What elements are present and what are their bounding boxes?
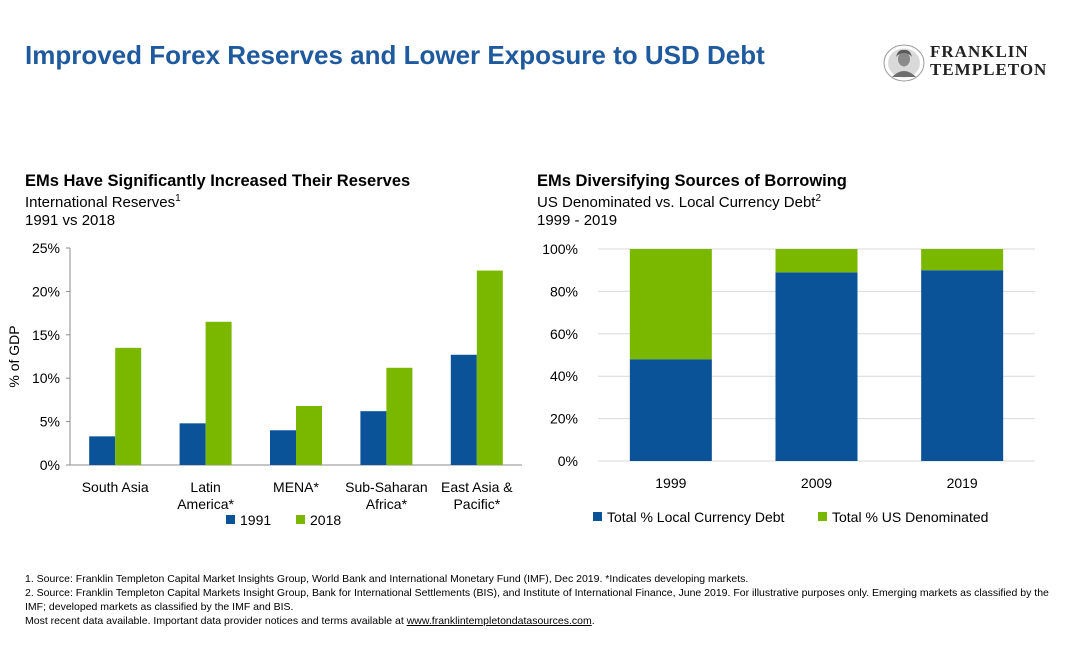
borrowing-stacked-bar-chart: 0% 20% 40% 60% 80% 100% 1999 2009 2019 Total % Lo…	[542, 241, 1035, 525]
right-chart-subtitle: US Denominated vs. Local Currency Debt	[537, 194, 816, 211]
stack-segment-1-2009	[775, 249, 858, 273]
right-chart-footnote-ref: 2	[815, 193, 822, 204]
y-tick-label: 40%	[550, 368, 578, 384]
x-tick-label: Pacific*	[453, 496, 500, 512]
x-tick-label: Latin	[190, 479, 220, 495]
logo-line-2: TEMPLETON	[930, 60, 1048, 79]
left-chart-heading: EMs Have Significantly Increased Their R…	[25, 172, 411, 190]
y-tick-label: 15%	[32, 327, 60, 343]
footnote-3-text: Most recent data available. Important da…	[25, 615, 407, 627]
legend-label-2018: 2018	[310, 512, 341, 528]
bar-2018-4	[476, 270, 503, 465]
y-tick-label: 0%	[40, 457, 60, 473]
stack-segment-1-1999	[629, 249, 712, 360]
footnote-3-end: .	[591, 615, 595, 627]
footnote-1: 1. Source: Franklin Templeton Capital Ma…	[25, 573, 749, 585]
left-chart-period: 1991 vs 2018	[25, 212, 116, 229]
y-tick-label: 25%	[32, 240, 60, 256]
legend-label-1: Total % US Denominated	[832, 509, 988, 525]
y-tick-label: 20%	[550, 411, 578, 427]
franklin-templeton-logo: FRANKLIN TEMPLETON	[882, 43, 1057, 83]
y-tick-label: 80%	[550, 283, 578, 299]
right-chart-heading: EMs Diversifying Sources of Borrowing	[537, 172, 847, 190]
x-tick-label: East Asia &	[441, 479, 513, 495]
x-tick-label: America*	[177, 496, 234, 512]
legend-swatch-2018	[296, 515, 305, 524]
legend-swatch-1	[818, 512, 827, 521]
x-tick-label: MENA*	[273, 479, 319, 495]
x-tick-label: Sub-Saharan	[345, 479, 428, 495]
stack-segment-0-2009	[775, 272, 858, 461]
bar-2018-1	[205, 321, 232, 465]
footnote-2: 2. Source: Franklin Templeton Capital Ma…	[25, 587, 1049, 613]
y-tick-label: 0%	[558, 453, 578, 469]
bar-2018-3	[386, 367, 413, 465]
left-chart-footnote-ref: 1	[175, 193, 181, 204]
legend-swatch-0	[593, 512, 602, 521]
y-tick-label: 60%	[550, 326, 578, 342]
stack-segment-0-1999	[629, 359, 712, 461]
legend-swatch-1991	[226, 515, 235, 524]
page-title: Improved Forex Reserves and Lower Exposu…	[25, 40, 765, 70]
right-chart-header: EMs Diversifying Sources of Borrowing US…	[537, 172, 847, 230]
x-tick-label: 2019	[947, 475, 978, 491]
data-sources-link[interactable]: www.franklintempletondatasources.com	[406, 615, 592, 627]
bar-1991-3	[360, 411, 387, 465]
footnotes: 1. Source: Franklin Templeton Capital Ma…	[25, 572, 1050, 628]
stack-segment-1-2019	[921, 249, 1004, 271]
x-tick-label: 1999	[655, 475, 686, 491]
left-chart-header: EMs Have Significantly Increased Their R…	[25, 172, 410, 230]
y-tick-label: 10%	[32, 370, 60, 386]
y-tick-label: 5%	[40, 414, 60, 430]
x-tick-label: South Asia	[82, 479, 149, 495]
y-tick-label: 100%	[542, 241, 578, 257]
franklin-portrait-icon	[883, 44, 925, 82]
x-tick-label: Africa*	[366, 496, 408, 512]
legend-label-1991: 1991	[240, 512, 271, 528]
bar-2018-0	[115, 347, 142, 465]
bar-2018-2	[296, 405, 322, 465]
bar-1991-2	[270, 430, 296, 465]
logo-line-1: FRANKLIN	[930, 42, 1029, 61]
footnote-3: Most recent data available. Important da…	[25, 614, 1050, 628]
bar-1991-4	[450, 354, 477, 465]
stack-segment-0-2019	[921, 270, 1004, 461]
left-chart-subtitle: International Reserves	[25, 194, 176, 211]
bar-1991-1	[179, 423, 206, 465]
y-axis-title: % of GDP	[6, 325, 22, 387]
x-tick-label: 2009	[801, 475, 832, 491]
y-tick-label: 20%	[32, 283, 60, 299]
legend-label-0: Total % Local Currency Debt	[607, 509, 785, 525]
bar-1991-0	[89, 436, 116, 465]
right-chart-period: 1999 - 2019	[537, 212, 618, 229]
